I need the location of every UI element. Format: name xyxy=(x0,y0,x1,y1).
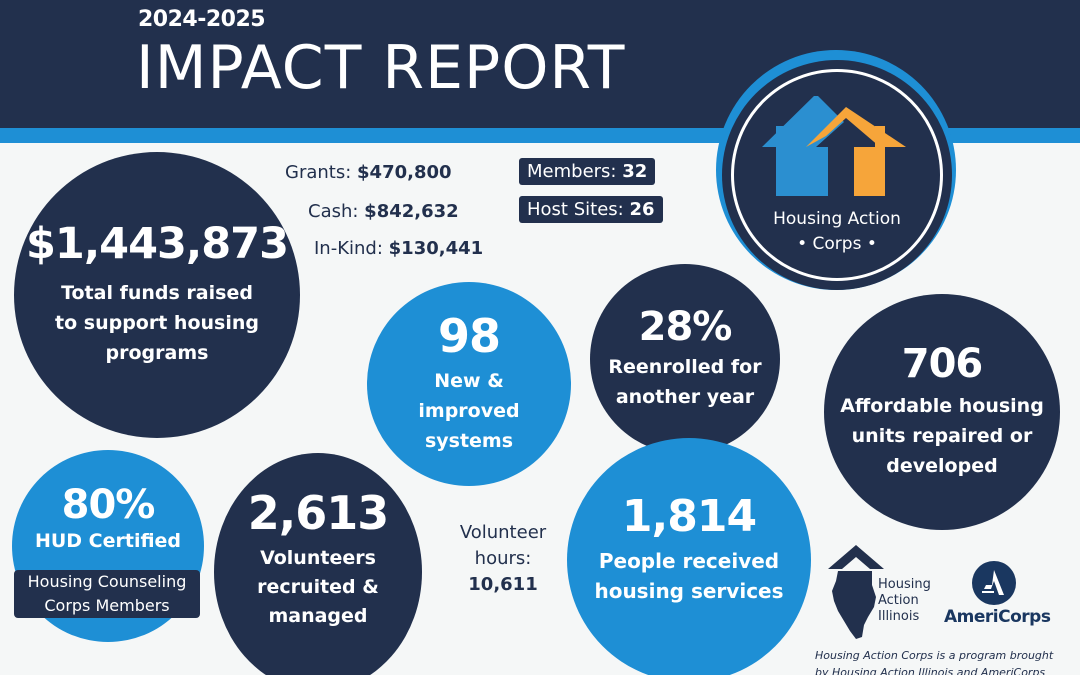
volunteer-hours-value: 10,611 xyxy=(468,574,538,595)
total-funds-label-1: Total funds raised xyxy=(61,281,253,304)
hud-value: 80% xyxy=(61,482,156,528)
reenrolled-circle: 28% Reenrolled for another year xyxy=(590,264,780,454)
housing-action-illinois-text: Housing Action Illinois xyxy=(878,577,931,625)
total-funds-label-3: programs xyxy=(105,341,209,364)
grants-label: Grants: xyxy=(285,162,358,183)
people-served-label-2: housing services xyxy=(594,579,784,604)
grants-value: $470,800 xyxy=(357,162,452,183)
logo-text: Housing Action • Corps • xyxy=(731,207,943,257)
members-badge: Members: 32 xyxy=(519,158,656,185)
logo-line-2: • Corps • xyxy=(797,234,877,254)
inkind-label: In-Kind: xyxy=(314,238,389,259)
report-year: 2024-2025 xyxy=(138,7,266,32)
hai-line-3: Illinois xyxy=(878,609,920,624)
hud-box-line-2: Corps Members xyxy=(44,596,170,615)
volunteers-label-1: Volunteers xyxy=(260,546,376,569)
footnote: Housing Action Corps is a program brough… xyxy=(815,647,1075,675)
total-funds-label-2: to support housing xyxy=(55,311,259,334)
housing-units-circle: 706 Affordable housing units repaired or… xyxy=(824,294,1060,530)
logo-line-1: Housing Action xyxy=(773,209,901,229)
host-sites-label: Host Sites: xyxy=(527,199,630,220)
host-sites-value: 26 xyxy=(629,199,655,220)
people-served-value: 1,814 xyxy=(621,490,757,542)
housing-units-label-2: units repaired or xyxy=(851,425,1033,447)
housing-units-label-3: developed xyxy=(886,455,998,477)
systems-label-3: systems xyxy=(424,430,514,453)
hud-label: HUD Certified xyxy=(34,530,182,552)
host-sites-badge: Host Sites: 26 xyxy=(519,196,663,223)
volunteers-value: 2,613 xyxy=(247,486,390,541)
volunteers-circle: 2,613 Volunteers recruited & managed xyxy=(214,453,422,675)
members-label: Members: xyxy=(527,161,623,182)
reenrolled-label-1: Reenrolled for xyxy=(608,356,762,378)
footnote-line-1: Housing Action Corps is a program brough… xyxy=(815,649,1054,662)
americorps-logo-icon xyxy=(972,561,1016,605)
houses-icon xyxy=(762,96,906,196)
total-funds-value: $1,443,873 xyxy=(25,219,289,270)
hai-line-1: Housing xyxy=(878,577,931,592)
housing-units-value: 706 xyxy=(901,341,983,387)
volunteers-label-3: managed xyxy=(268,604,368,627)
housing-units-label-1: Affordable housing xyxy=(840,395,1044,417)
volunteers-label-2: recruited & xyxy=(257,575,379,598)
grants-row: Grants: $470,800 xyxy=(285,162,452,183)
cash-label: Cash: xyxy=(308,201,365,222)
volunteer-hours-label-1: Volunteer xyxy=(459,522,547,543)
cash-row: Cash: $842,632 xyxy=(308,201,459,222)
systems-circle: 98 New & improved systems xyxy=(367,282,571,486)
people-served-label-1: People received xyxy=(598,549,780,574)
members-value: 32 xyxy=(622,161,648,182)
page-title: IMPACT REPORT xyxy=(136,33,626,103)
reenrolled-value: 28% xyxy=(638,304,733,350)
inkind-value: $130,441 xyxy=(388,238,484,259)
systems-value: 98 xyxy=(437,308,501,363)
housing-action-illinois-logo-icon xyxy=(828,545,884,639)
volunteer-hours: Volunteer hours: 10,611 xyxy=(448,520,558,598)
people-served-circle: 1,814 People received housing services xyxy=(567,438,811,675)
footnote-line-2: by Housing Action Illinois and AmeriCorp… xyxy=(815,666,1046,675)
volunteer-hours-label-2: hours: xyxy=(474,548,532,569)
hai-line-2: Action xyxy=(878,593,919,608)
inkind-row: In-Kind: $130,441 xyxy=(314,238,483,259)
systems-label-2: improved xyxy=(418,400,520,423)
hud-box-line-1: Housing Counseling xyxy=(27,572,187,591)
logo-inner-border xyxy=(731,69,943,281)
systems-label-1: New & xyxy=(434,370,504,393)
total-funds-circle: $1,443,873 Total funds raised to support… xyxy=(14,152,300,438)
hud-sub-label: Housing Counseling Corps Members xyxy=(14,570,200,618)
americorps-wordmark: AmeriCorps xyxy=(944,607,1051,627)
cash-value: $842,632 xyxy=(364,201,459,222)
reenrolled-label-2: another year xyxy=(615,386,755,408)
